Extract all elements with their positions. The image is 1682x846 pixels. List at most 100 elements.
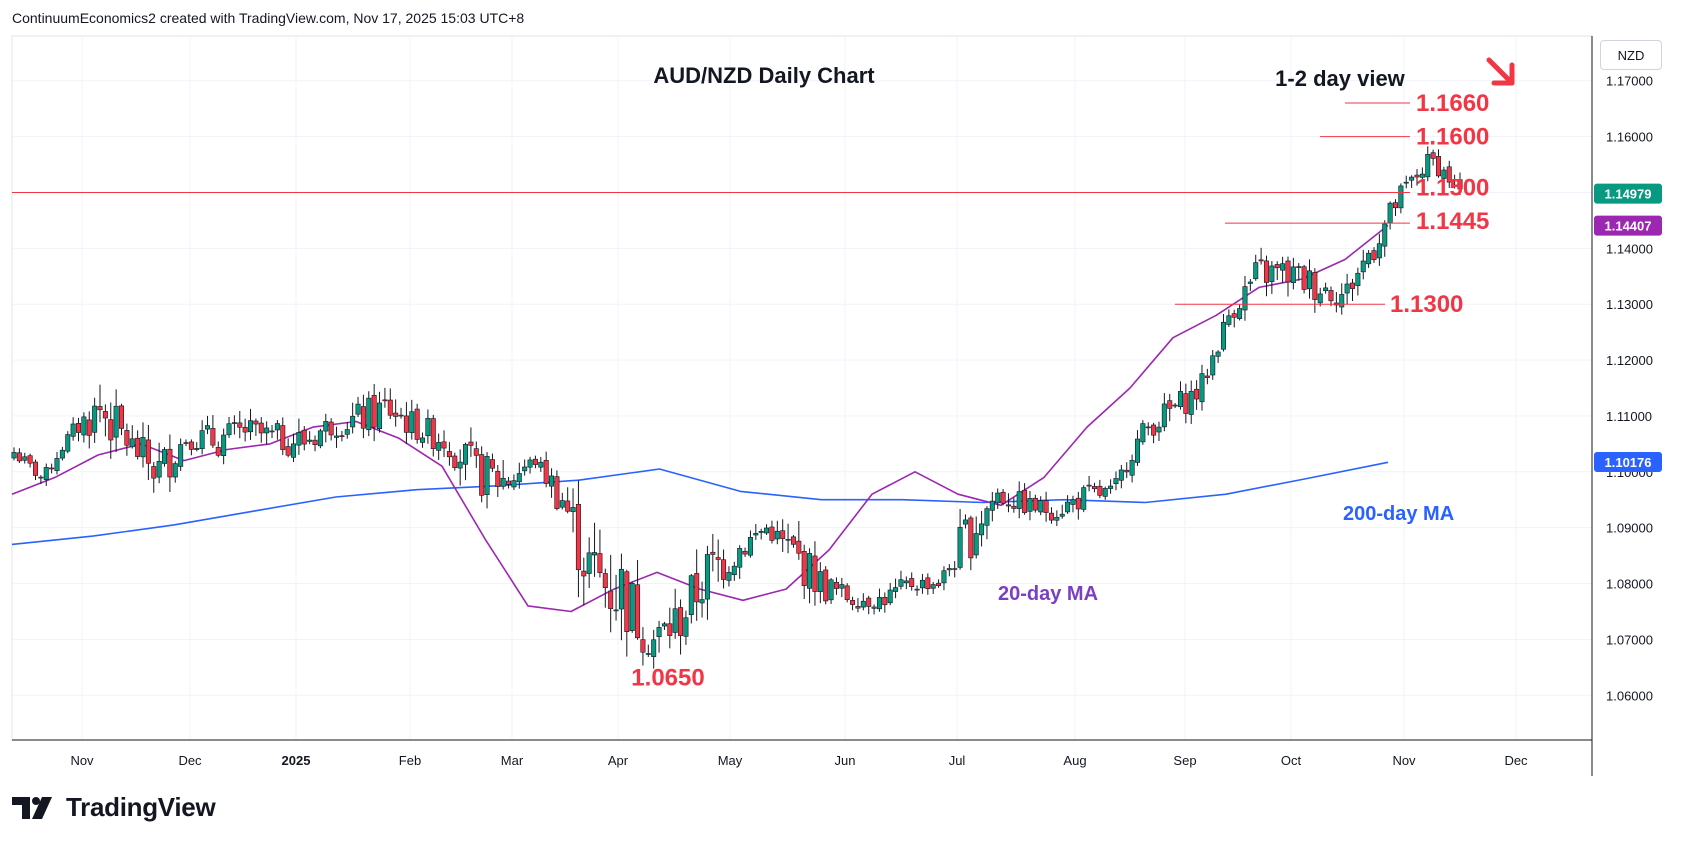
candle-body bbox=[973, 533, 979, 556]
candle-body bbox=[129, 438, 135, 448]
candle-body bbox=[828, 579, 834, 601]
candle-body bbox=[1452, 179, 1458, 182]
currency-selector[interactable]: NZD bbox=[1600, 40, 1662, 70]
candle-body bbox=[667, 623, 673, 636]
candle-body bbox=[86, 419, 92, 436]
candle-body bbox=[1263, 260, 1269, 283]
candle-body bbox=[172, 463, 178, 478]
candle-body bbox=[661, 623, 667, 627]
candle-body bbox=[796, 540, 802, 554]
candle-body bbox=[1129, 460, 1135, 476]
candle-body bbox=[989, 500, 995, 511]
chart-title: AUD/NZD Daily Chart bbox=[653, 63, 875, 88]
candle-body bbox=[764, 527, 770, 534]
candle-body bbox=[43, 467, 49, 480]
candle-body bbox=[269, 430, 275, 433]
levels-layer: 1.1660 1.1600 1.1500 1.1445 1.1300 1.0650 bbox=[12, 90, 1489, 691]
candle-body bbox=[613, 609, 619, 612]
x-tick-label: Jul bbox=[949, 753, 966, 768]
candle-body bbox=[1059, 513, 1065, 517]
candle-body bbox=[1323, 287, 1329, 292]
candle-body bbox=[1156, 426, 1162, 433]
candle-body bbox=[479, 454, 485, 496]
candle-body bbox=[844, 585, 850, 600]
candle-body bbox=[575, 504, 581, 571]
candle-body bbox=[1285, 260, 1291, 283]
chart-subtitle: 1-2 day view bbox=[1275, 66, 1406, 91]
candle-body bbox=[140, 437, 146, 458]
candle-body bbox=[1204, 375, 1210, 378]
candle-body bbox=[188, 441, 194, 450]
candle-body bbox=[1247, 281, 1253, 284]
candle-body bbox=[683, 617, 689, 637]
candle-body bbox=[1435, 156, 1441, 177]
candle-body bbox=[753, 533, 759, 536]
candle-body bbox=[1306, 270, 1312, 290]
candle-body bbox=[274, 423, 280, 431]
candle-body bbox=[968, 517, 974, 559]
candle-body bbox=[1027, 498, 1033, 512]
candle-body bbox=[1371, 250, 1377, 261]
candle-body bbox=[484, 455, 490, 495]
candle-body bbox=[602, 573, 608, 589]
candle-body bbox=[441, 441, 447, 449]
candle-body bbox=[76, 422, 82, 433]
candle-body bbox=[317, 430, 323, 447]
candle-body bbox=[812, 555, 818, 592]
candle-body bbox=[344, 429, 350, 435]
candle-body bbox=[704, 554, 710, 600]
candle-body bbox=[780, 530, 786, 539]
candle-body bbox=[672, 608, 678, 633]
candle-body bbox=[1065, 501, 1071, 513]
candle-body bbox=[1366, 252, 1372, 265]
candle-body bbox=[403, 415, 409, 433]
x-tick-label: Nov bbox=[1392, 753, 1416, 768]
candle-body bbox=[221, 434, 227, 456]
candle-body bbox=[1145, 426, 1151, 429]
candle-body bbox=[936, 582, 942, 587]
candle-body bbox=[38, 476, 44, 479]
candle-body bbox=[1441, 169, 1447, 179]
candle-body bbox=[1086, 484, 1092, 487]
candle-body bbox=[769, 526, 775, 541]
candle-body bbox=[92, 405, 98, 433]
candle-body bbox=[946, 568, 952, 571]
candle-body bbox=[1038, 500, 1044, 513]
candle-body bbox=[1376, 243, 1382, 259]
candle-body bbox=[1382, 223, 1388, 247]
candle-body bbox=[33, 461, 39, 476]
price-badge-label: 1.14407 bbox=[1605, 219, 1652, 234]
candle-body bbox=[1280, 263, 1286, 271]
candle-body bbox=[1430, 152, 1436, 159]
candle-body bbox=[1102, 488, 1108, 497]
candle-body bbox=[1043, 500, 1049, 513]
candle-body bbox=[350, 415, 356, 428]
price-badge-label: 1.14979 bbox=[1605, 187, 1652, 202]
candle-body bbox=[737, 548, 743, 568]
candle-body bbox=[527, 459, 533, 468]
candle-body bbox=[226, 423, 232, 436]
candle-body bbox=[952, 568, 958, 570]
candle-body bbox=[1226, 315, 1232, 325]
candle-body bbox=[1387, 202, 1393, 224]
candle-body bbox=[1290, 266, 1296, 284]
candle-body bbox=[1172, 404, 1178, 407]
candle-body bbox=[215, 446, 221, 456]
candle-body bbox=[624, 571, 630, 633]
tradingview-logo-icon bbox=[12, 796, 52, 819]
y-tick-label: 1.13000 bbox=[1606, 297, 1653, 312]
level-label-low: 1.0650 bbox=[631, 664, 704, 691]
candle-body bbox=[151, 466, 157, 479]
candle-body bbox=[328, 421, 334, 436]
candle-body bbox=[414, 408, 420, 440]
candle-body bbox=[1118, 469, 1124, 481]
candle-body bbox=[301, 429, 307, 445]
candle-body bbox=[511, 480, 517, 488]
candle-body bbox=[237, 422, 243, 428]
candle-body bbox=[549, 475, 555, 487]
candle-body bbox=[360, 406, 366, 429]
candle-body bbox=[635, 584, 641, 639]
candle-body bbox=[312, 439, 318, 445]
candle-body bbox=[473, 448, 479, 456]
price-badge-label: 1.10176 bbox=[1605, 455, 1652, 470]
